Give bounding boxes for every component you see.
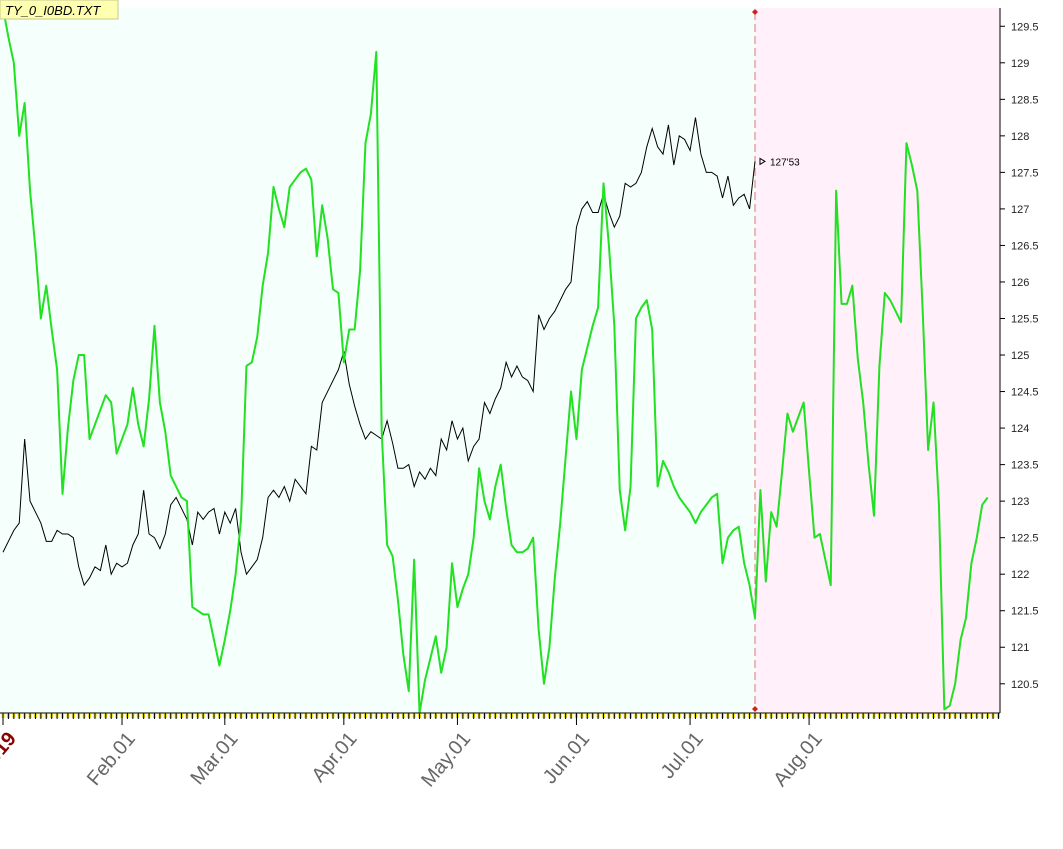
current-price-arrow-icon [759, 157, 766, 166]
x-tick-label: Apr.01 [308, 728, 362, 786]
y-tick-label: 128 [1011, 131, 1029, 143]
y-tick-label: 129 [1011, 58, 1029, 70]
y-tick-label: 124 [1011, 423, 1029, 435]
y-tick-label: 124.5 [1011, 387, 1039, 399]
chart-title-background [0, 0, 119, 20]
y-tick-label: 120.5 [1011, 679, 1039, 691]
y-tick-label: 128.5 [1011, 94, 1039, 106]
x-tick-label: Feb.01 [83, 728, 140, 790]
chart-title-box: TY_0_I0BD.TXT [0, 0, 119, 20]
y-tick-label: 127 [1011, 204, 1029, 216]
y-tick-label: 121.5 [1011, 606, 1039, 618]
x-tick-label: Aug.01 [769, 728, 827, 791]
x-axis-labels: 2019 Feb.01 Mar.01 Apr.01 May.01 Jun.01 Jul.01… [0, 713, 827, 791]
x-axis-ticks [1, 713, 1000, 719]
x-tick-label: Mar.01 [186, 728, 242, 789]
y-tick-label: 122 [1011, 569, 1029, 581]
indicator-series-line [2, 7, 989, 714]
projection-marker-top-icon [751, 9, 758, 15]
x-tick-label: Jun.01 [539, 728, 594, 788]
x-tick-label: 2019 [0, 728, 21, 776]
x-tick-label: Jul.01 [657, 728, 708, 783]
y-tick-label: 123 [1011, 496, 1029, 508]
projection-marker-bottom-icon [751, 706, 758, 712]
current-price-marker: 127'53 [759, 157, 800, 168]
y-tick-label: 121 [1011, 642, 1029, 654]
y-axis-ticks: 120.5 121 121.5 122 122.5 123 123.5 124 124.5 125… [1000, 21, 1039, 691]
current-price-label: 127'53 [770, 157, 800, 168]
y-tick-label: 125 [1011, 350, 1029, 362]
y-tick-label: 126.5 [1011, 240, 1039, 252]
price-series-line [2, 117, 756, 587]
y-tick-label: 123.5 [1011, 460, 1039, 472]
y-tick-label: 122.5 [1011, 533, 1039, 545]
chart-title: TY_0_I0BD.TXT [5, 3, 101, 18]
y-tick-label: 126 [1011, 277, 1029, 289]
y-tick-label: 125.5 [1011, 313, 1039, 325]
y-tick-label: 127.5 [1011, 167, 1039, 179]
x-tick-label: May.01 [417, 728, 475, 791]
projection-background [754, 8, 1000, 713]
y-tick-label: 129.5 [1011, 21, 1039, 33]
